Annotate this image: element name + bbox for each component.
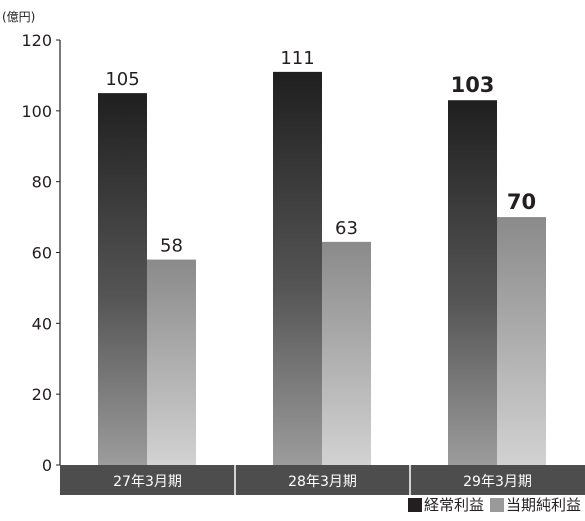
data-label-net-profit-2: 70 [507, 190, 536, 214]
bar-net-profit-2 [497, 217, 546, 465]
category-label-2: 29年3月期 [463, 474, 532, 490]
bar-net-profit-0 [147, 259, 196, 465]
legend-label-net-profit: 当期純利益 [505, 496, 581, 514]
y-axis: 0 20 40 60 80 100 120 [21, 31, 61, 475]
data-label-net-profit-1: 63 [335, 218, 358, 239]
y-tick-label: 120 [21, 31, 52, 50]
y-tick-label: 80 [32, 173, 52, 192]
category-band: 27年3月期 28年3月期 29年3月期 [60, 465, 585, 495]
y-axis-unit-label: (億円) [2, 10, 36, 24]
data-label-ordinary-profit-1: 111 [280, 48, 314, 69]
legend-swatch-ordinary-profit [407, 497, 422, 512]
y-tick-label: 20 [32, 385, 52, 404]
data-label-ordinary-profit-0: 105 [105, 69, 139, 90]
bars [98, 71, 546, 465]
y-tick-label: 60 [32, 244, 52, 263]
category-label-0: 27年3月期 [113, 474, 182, 490]
y-tick-label: 40 [32, 314, 52, 333]
category-band-bg [60, 465, 585, 495]
data-label-net-profit-0: 58 [160, 236, 183, 257]
legend-item-ordinary-profit: 経常利益 [407, 494, 484, 515]
data-label-ordinary-profit-2: 103 [451, 73, 495, 97]
bar-net-profit-1 [322, 241, 371, 465]
y-tick-label: 0 [42, 456, 52, 475]
data-labels: 105 58 111 63 103 70 [105, 48, 536, 257]
category-label-1: 28年3月期 [288, 474, 357, 490]
legend-swatch-net-profit [489, 497, 504, 512]
bar-ordinary-profit-1 [273, 71, 322, 465]
y-tick-label: 100 [21, 102, 52, 121]
bar-ordinary-profit-2 [448, 100, 497, 465]
legend-label-ordinary-profit: 経常利益 [423, 496, 484, 514]
legend-item-net-profit: 当期純利益 [489, 494, 581, 515]
legend: 経常利益 当期純利益 [404, 494, 581, 515]
bar-ordinary-profit-0 [98, 93, 147, 465]
